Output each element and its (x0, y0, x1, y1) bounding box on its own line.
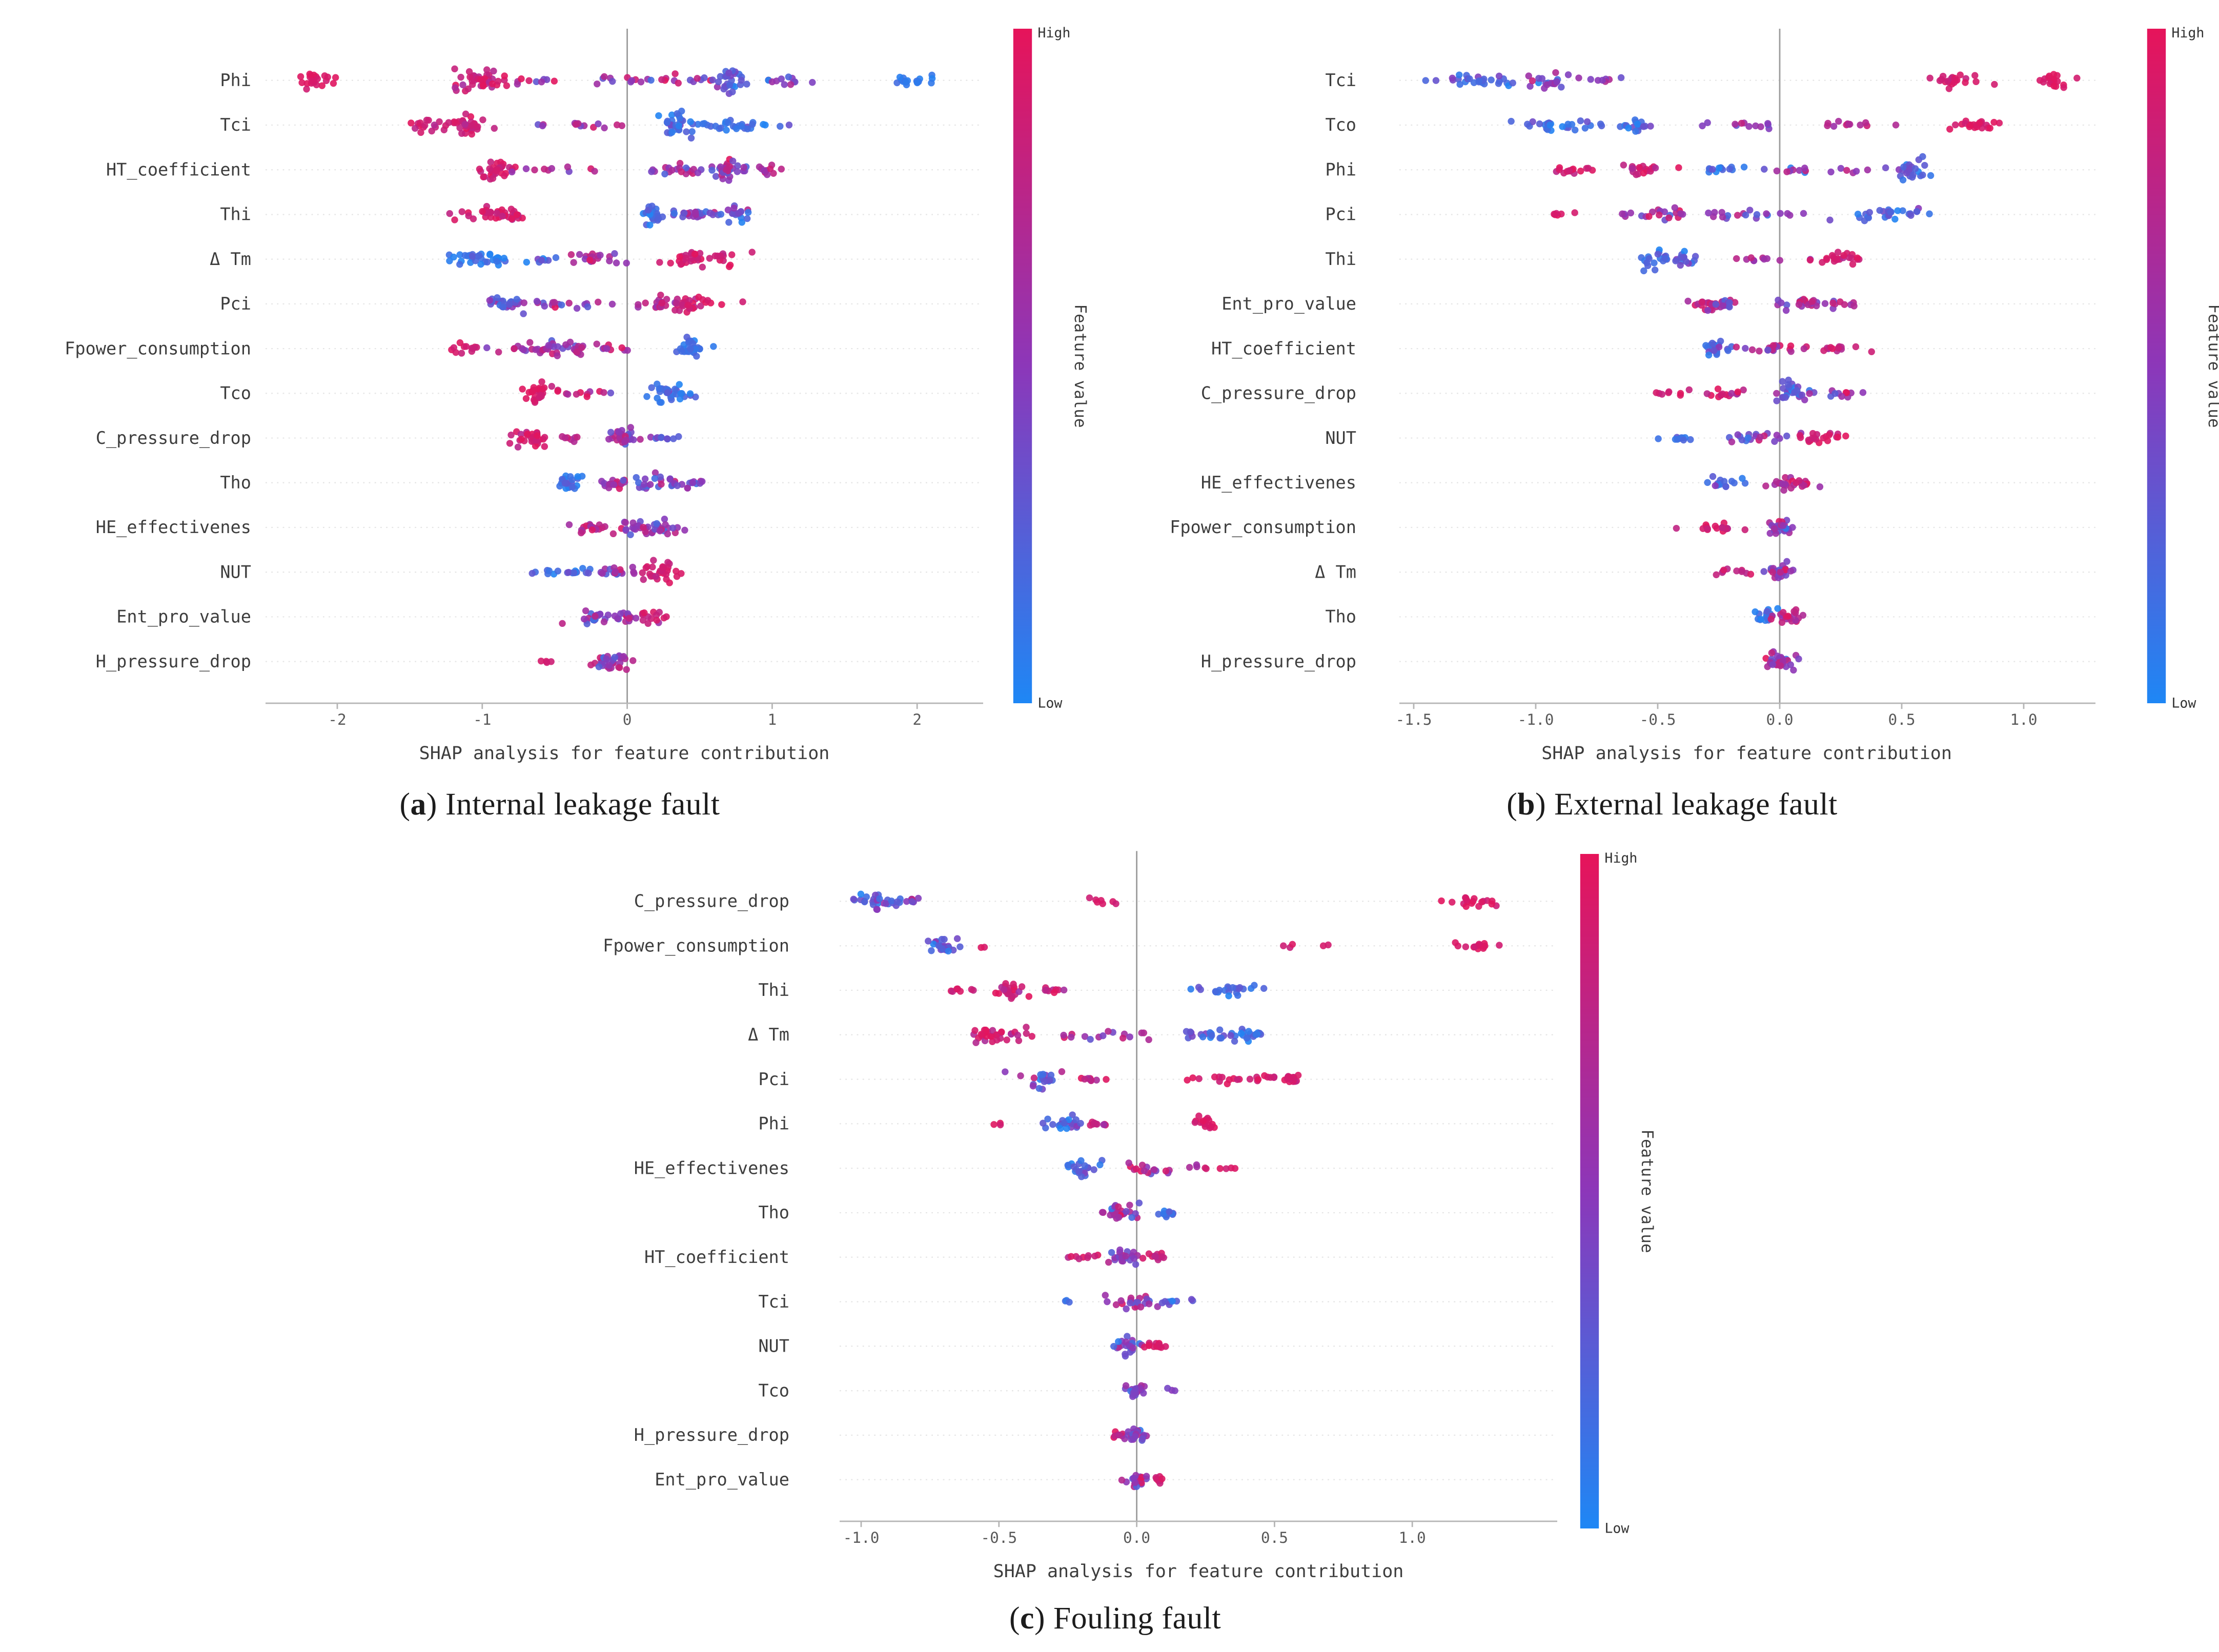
caption-c-letter: c (1020, 1601, 1034, 1636)
feature-label-b-0: Tci (1325, 70, 1356, 90)
feature-label-b-13: H_pressure_drop (1201, 651, 1356, 672)
feature-label-a-0: Phi (220, 70, 251, 90)
feature-label-c-6: HE_effectivenes (634, 1158, 789, 1178)
colorbar-title-b: Feature value (2205, 304, 2219, 427)
x-axis-label-b: SHAP analysis for feature contribution (1541, 743, 1952, 764)
feature-label-a-3: Thi (220, 205, 251, 225)
svg-text:-0.5: -0.5 (1640, 711, 1676, 728)
feature-label-a-2: HT_coefficient (106, 159, 251, 180)
caption-c-paren-open: ( (1009, 1601, 1021, 1636)
colorbar-title-a: Feature value (1071, 304, 1089, 427)
svg-text:0.5: 0.5 (1261, 1529, 1288, 1546)
svg-text:1.0: 1.0 (2010, 711, 2037, 728)
shap-beeswarm-panel-a: Phi Tci HT_coefficient Thi Δ Tm Pci Fpower_con… (65, 25, 1089, 764)
feature-label-b-9: HE_effectivenes (1201, 473, 1356, 493)
feature-label-c-11: Tco (758, 1380, 789, 1400)
feature-label-a-1: Tci (220, 115, 251, 135)
caption-a: (a) Internal leakage fault (144, 786, 976, 823)
feature-label-c-1: Fpower_consumption (603, 935, 789, 956)
feature-label-b-3: Pci (1325, 205, 1356, 225)
x-axis-label-a: SHAP analysis for feature contribution (419, 743, 830, 764)
svg-text:High: High (2171, 25, 2204, 41)
feature-label-a-13: H_pressure_drop (96, 651, 251, 672)
svg-text:Low: Low (2171, 695, 2196, 711)
feature-label-a-8: C_pressure_drop (96, 428, 251, 448)
feature-value-colorbar-c (1580, 854, 1599, 1528)
caption-b: (b) External leakage fault (1256, 786, 2088, 823)
caption-a-letter: a (410, 787, 426, 822)
feature-label-c-12: H_pressure_drop (634, 1425, 789, 1445)
feature-label-c-4: Pci (758, 1069, 789, 1089)
shap-beeswarm-panel-b: Tci Tco Phi Pci Thi Ent_pro_value HT_coefficie… (1170, 25, 2219, 764)
svg-text:0.0: 0.0 (1766, 711, 1793, 728)
svg-text:-1.5: -1.5 (1396, 711, 1432, 728)
caption-c-paren-close: ) (1034, 1601, 1053, 1636)
feature-label-b-6: HT_coefficient (1211, 338, 1356, 359)
caption-a-text: Internal leakage fault (445, 787, 720, 822)
svg-text:-1.0: -1.0 (843, 1529, 880, 1546)
feature-label-a-7: Tco (220, 383, 251, 403)
feature-label-b-8: NUT (1325, 428, 1356, 448)
svg-text:Low: Low (1604, 1520, 1630, 1536)
feature-label-a-11: NUT (220, 562, 251, 582)
feature-label-a-9: Tho (220, 473, 251, 493)
svg-text:-1: -1 (473, 711, 491, 728)
caption-c-text: Fouling fault (1053, 1601, 1222, 1636)
feature-label-a-12: Ent_pro_value (116, 607, 251, 627)
feature-label-c-10: NUT (758, 1336, 789, 1356)
feature-label-b-4: Thi (1325, 249, 1356, 269)
feature-label-c-9: Tci (758, 1292, 789, 1312)
feature-label-b-2: Phi (1325, 159, 1356, 179)
feature-label-c-7: Tho (758, 1202, 789, 1222)
svg-text:1.0: 1.0 (1399, 1529, 1426, 1546)
svg-text:High: High (1037, 25, 1070, 41)
caption-a-paren-close: ) (426, 787, 445, 822)
svg-text:0.5: 0.5 (1888, 711, 1915, 728)
svg-text:-0.5: -0.5 (981, 1529, 1017, 1546)
feature-label-c-3: Δ Tm (748, 1025, 789, 1045)
caption-b-paren-close: ) (1535, 787, 1555, 822)
feature-label-c-13: Ent_pro_value (655, 1470, 789, 1490)
feature-label-c-5: Phi (758, 1114, 789, 1134)
svg-text:Low: Low (1037, 695, 1063, 711)
feature-label-c-2: Thi (758, 980, 789, 1000)
caption-b-paren-open: ( (1507, 787, 1518, 822)
svg-text:2: 2 (912, 711, 922, 728)
feature-label-b-1: Tco (1325, 115, 1356, 135)
feature-label-a-10: HE_effectivenes (96, 517, 251, 538)
feature-label-a-4: Δ Tm (210, 249, 251, 269)
feature-value-colorbar-b (2147, 29, 2166, 703)
svg-text:High: High (1604, 850, 1637, 866)
caption-b-text: External leakage fault (1554, 787, 1838, 822)
feature-label-c-8: HT_coefficient (644, 1247, 789, 1268)
feature-value-colorbar-a (1013, 29, 1032, 703)
caption-c: (c) Fouling fault (699, 1600, 1532, 1637)
feature-label-b-10: Fpower_consumption (1170, 517, 1356, 538)
svg-text:1: 1 (768, 711, 777, 728)
svg-text:0.0: 0.0 (1123, 1529, 1150, 1546)
svg-text:-1.0: -1.0 (1518, 711, 1554, 728)
svg-text:0: 0 (623, 711, 632, 728)
colorbar-title-c: Feature value (1638, 1129, 1656, 1253)
x-axis-label-c: SHAP analysis for feature contribution (993, 1561, 1404, 1582)
feature-label-a-6: Fpower_consumption (65, 338, 251, 359)
feature-label-c-0: C_pressure_drop (634, 891, 789, 912)
feature-label-b-7: C_pressure_drop (1201, 383, 1356, 404)
feature-label-b-12: Tho (1325, 607, 1356, 627)
feature-label-a-5: Pci (220, 294, 251, 314)
shap-beeswarm-panel-c: C_pressure_drop Fpower_consumption Thi Δ Tm… (603, 850, 1656, 1582)
feature-label-b-11: Δ Tm (1315, 562, 1356, 582)
svg-text:-2: -2 (328, 711, 346, 728)
feature-label-b-5: Ent_pro_value (1222, 294, 1356, 314)
caption-a-paren-open: ( (399, 787, 411, 822)
caption-b-letter: b (1517, 787, 1536, 822)
